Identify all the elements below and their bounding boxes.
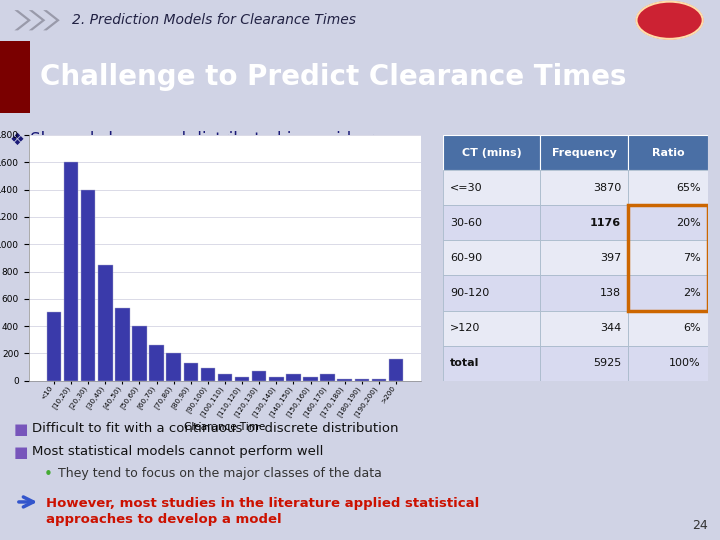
FancyBboxPatch shape [629,205,708,240]
FancyBboxPatch shape [443,310,540,346]
Bar [252,371,266,381]
Bar [338,379,352,381]
Text: ■: ■ [14,445,28,460]
Text: ❖ Skewed shape and distributed in a wide range: ❖ Skewed shape and distributed in a wide… [10,131,415,150]
Bar [115,308,130,381]
FancyBboxPatch shape [540,240,629,275]
Text: 3870: 3870 [593,183,621,193]
FancyBboxPatch shape [443,170,540,205]
Bar [47,313,61,381]
FancyBboxPatch shape [629,310,708,346]
Text: 24: 24 [692,519,708,532]
Bar [372,379,386,381]
Bar [217,374,233,381]
Text: 138: 138 [600,288,621,298]
FancyBboxPatch shape [443,275,540,310]
FancyBboxPatch shape [540,170,629,205]
Bar [286,374,301,381]
Bar [389,359,403,381]
FancyBboxPatch shape [629,135,708,170]
Polygon shape [29,10,45,30]
FancyBboxPatch shape [540,310,629,346]
FancyBboxPatch shape [443,135,540,170]
FancyBboxPatch shape [443,205,540,240]
FancyBboxPatch shape [629,170,708,205]
FancyBboxPatch shape [629,240,708,275]
Text: 5925: 5925 [593,358,621,368]
FancyBboxPatch shape [443,240,540,275]
Text: 30-60: 30-60 [450,218,482,228]
Text: 397: 397 [600,253,621,263]
Text: Ratio: Ratio [652,147,684,158]
Text: Most statistical models cannot perform well: Most statistical models cannot perform w… [32,445,323,458]
Text: total: total [450,358,480,368]
FancyBboxPatch shape [540,135,629,170]
Text: 90-120: 90-120 [450,288,489,298]
Text: <=30: <=30 [450,183,482,193]
FancyArrowPatch shape [19,497,33,507]
Text: approaches to develop a model: approaches to develop a model [46,513,282,526]
Text: 344: 344 [600,323,621,333]
Bar [166,353,181,381]
Text: >120: >120 [450,323,480,333]
FancyBboxPatch shape [443,346,540,381]
FancyBboxPatch shape [540,346,629,381]
Text: 2. Prediction Models for Clearance Times: 2. Prediction Models for Clearance Times [72,14,356,27]
FancyBboxPatch shape [540,205,629,240]
Bar [64,163,78,381]
FancyBboxPatch shape [540,275,629,310]
Text: 7%: 7% [683,253,701,263]
Text: ■: ■ [14,422,28,437]
Text: 60-90: 60-90 [450,253,482,263]
Text: •: • [44,467,53,482]
Text: Difficult to fit with a continuous or discrete distribution: Difficult to fit with a continuous or di… [32,422,398,435]
FancyBboxPatch shape [629,346,708,381]
Bar [320,374,335,381]
Bar [201,368,215,381]
X-axis label: Clearance Time: Clearance Time [184,422,266,432]
Bar [132,326,147,381]
Text: 65%: 65% [676,183,701,193]
Text: CT (mins): CT (mins) [462,147,521,158]
Polygon shape [43,10,60,30]
Bar [235,376,249,381]
Text: Frequency: Frequency [552,147,616,158]
Bar [149,345,164,381]
Text: Challenge to Predict Clearance Times: Challenge to Predict Clearance Times [40,63,626,91]
Text: They tend to focus on the major classes of the data: They tend to focus on the major classes … [58,467,382,480]
Text: 6%: 6% [683,323,701,333]
Bar [81,190,95,381]
FancyBboxPatch shape [0,40,30,113]
Text: 2%: 2% [683,288,701,298]
FancyBboxPatch shape [629,275,708,310]
Bar [355,379,369,381]
Text: 1176: 1176 [590,218,621,228]
Bar [98,265,112,381]
Text: However, most studies in the literature applied statistical: However, most studies in the literature … [46,497,480,510]
Text: 20%: 20% [676,218,701,228]
Text: 100%: 100% [669,358,701,368]
Bar [303,376,318,381]
Bar [269,376,284,381]
Polygon shape [14,10,31,30]
Circle shape [636,2,703,39]
Bar [184,363,198,381]
